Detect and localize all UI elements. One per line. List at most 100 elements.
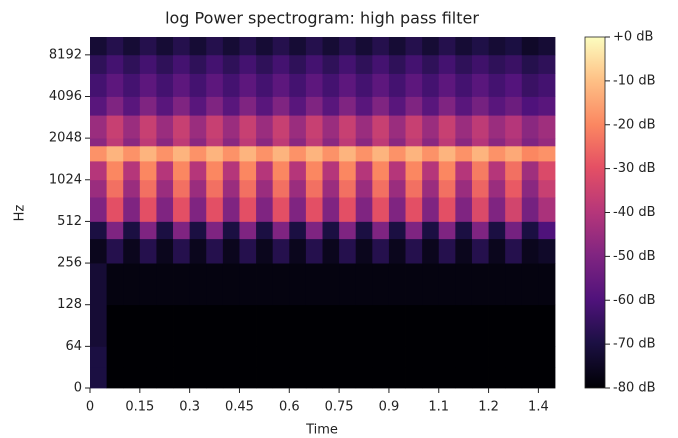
heatmap-cell — [173, 160, 191, 181]
heatmap-cell — [173, 145, 191, 162]
heatmap-cell — [206, 179, 224, 198]
heatmap-cell — [189, 263, 207, 306]
heatmap-cell — [139, 73, 157, 97]
heatmap-cell — [505, 37, 523, 56]
heatmap-cell — [90, 263, 108, 306]
heatmap-cell — [422, 197, 440, 222]
heatmap-cell — [189, 304, 207, 347]
heatmap-cell — [438, 37, 456, 56]
heatmap-cell — [222, 179, 240, 198]
heatmap-cell — [438, 179, 456, 198]
heatmap-cell — [339, 160, 357, 181]
heatmap-cell — [438, 263, 456, 306]
colorbar — [585, 37, 605, 388]
heatmap-cell — [471, 37, 489, 56]
heatmap-cell — [422, 37, 440, 56]
heatmap-cell — [322, 197, 340, 222]
heatmap-cell — [405, 145, 423, 162]
heatmap-cell — [388, 346, 406, 368]
y-axis-label: Hz — [13, 205, 28, 222]
heatmap-cell — [272, 54, 290, 74]
heatmap-cell — [123, 263, 141, 306]
heatmap-cell — [455, 367, 473, 389]
heatmap-cell — [405, 197, 423, 222]
heatmap-cell — [438, 367, 456, 389]
heatmap-cell — [471, 179, 489, 198]
heatmap-cell — [123, 221, 141, 240]
heatmap-cell — [355, 160, 373, 181]
heatmap-cell — [289, 238, 307, 264]
heatmap-cell — [471, 197, 489, 222]
heatmap-cell — [256, 96, 274, 116]
x-tick-label: 1.2 — [478, 400, 499, 415]
heatmap-cell — [222, 197, 240, 222]
heatmap-cell — [156, 367, 174, 389]
heatmap-cell — [123, 37, 141, 56]
heatmap-cell — [239, 73, 257, 97]
heatmap-cell — [206, 73, 224, 97]
heatmap-cell — [156, 115, 174, 139]
heatmap-cell — [139, 221, 157, 240]
heatmap-cell — [90, 115, 108, 139]
heatmap-cell — [305, 197, 323, 222]
heatmap-cell — [222, 304, 240, 347]
heatmap-cell — [471, 304, 489, 347]
heatmap-cell — [272, 263, 290, 306]
heatmap-cell — [405, 54, 423, 74]
heatmap-cell — [438, 96, 456, 116]
heatmap-cell — [538, 37, 556, 56]
heatmap-cell — [206, 346, 224, 368]
heatmap-cell — [422, 367, 440, 389]
heatmap-cell — [139, 138, 157, 147]
heatmap-cell — [305, 145, 323, 162]
heatmap-cell — [355, 263, 373, 306]
heatmap-cell — [322, 54, 340, 74]
y-tick-label: 128 — [57, 297, 82, 312]
heatmap-cell — [422, 73, 440, 97]
heatmap-cell — [355, 304, 373, 347]
heatmap-cell — [355, 73, 373, 97]
heatmap-cell — [289, 263, 307, 306]
heatmap-cell — [289, 346, 307, 368]
heatmap-cell — [222, 263, 240, 306]
heatmap-cell — [355, 179, 373, 198]
heatmap-cell — [222, 346, 240, 368]
heatmap-cell — [173, 37, 191, 56]
heatmap-cell — [289, 138, 307, 147]
y-tick-label: 0 — [74, 381, 82, 396]
heatmap-cell — [123, 346, 141, 368]
heatmap-cell — [521, 367, 539, 389]
heatmap-cell — [272, 96, 290, 116]
heatmap-cell — [289, 179, 307, 198]
heatmap-cell — [355, 238, 373, 264]
heatmap-cell — [123, 367, 141, 389]
heatmap-cell — [471, 263, 489, 306]
heatmap-cell — [206, 304, 224, 347]
heatmap-cell — [90, 367, 108, 389]
heatmap-cell — [471, 160, 489, 181]
heatmap-cell — [422, 238, 440, 264]
heatmap-cell — [388, 263, 406, 306]
heatmap-cell — [206, 160, 224, 181]
heatmap-cell — [471, 73, 489, 97]
heatmap-cell — [488, 145, 506, 162]
heatmap-cell — [455, 160, 473, 181]
heatmap-cell — [139, 115, 157, 139]
heatmap-cell — [173, 197, 191, 222]
colorbar-tick-label: -30 dB — [613, 161, 656, 176]
heatmap-cell — [355, 37, 373, 56]
heatmap-cell — [156, 73, 174, 97]
heatmap-cell — [272, 346, 290, 368]
heatmap-cell — [372, 160, 390, 181]
heatmap-cell — [471, 96, 489, 116]
heatmap-cell — [355, 221, 373, 240]
heatmap-cell — [173, 115, 191, 139]
heatmap-cell — [256, 197, 274, 222]
heatmap-cell — [156, 197, 174, 222]
heatmap-cell — [488, 346, 506, 368]
heatmap-cell — [455, 238, 473, 264]
heatmap-cell — [538, 96, 556, 116]
heatmap-cell — [90, 145, 108, 162]
x-tick-label: 0 — [86, 400, 94, 415]
